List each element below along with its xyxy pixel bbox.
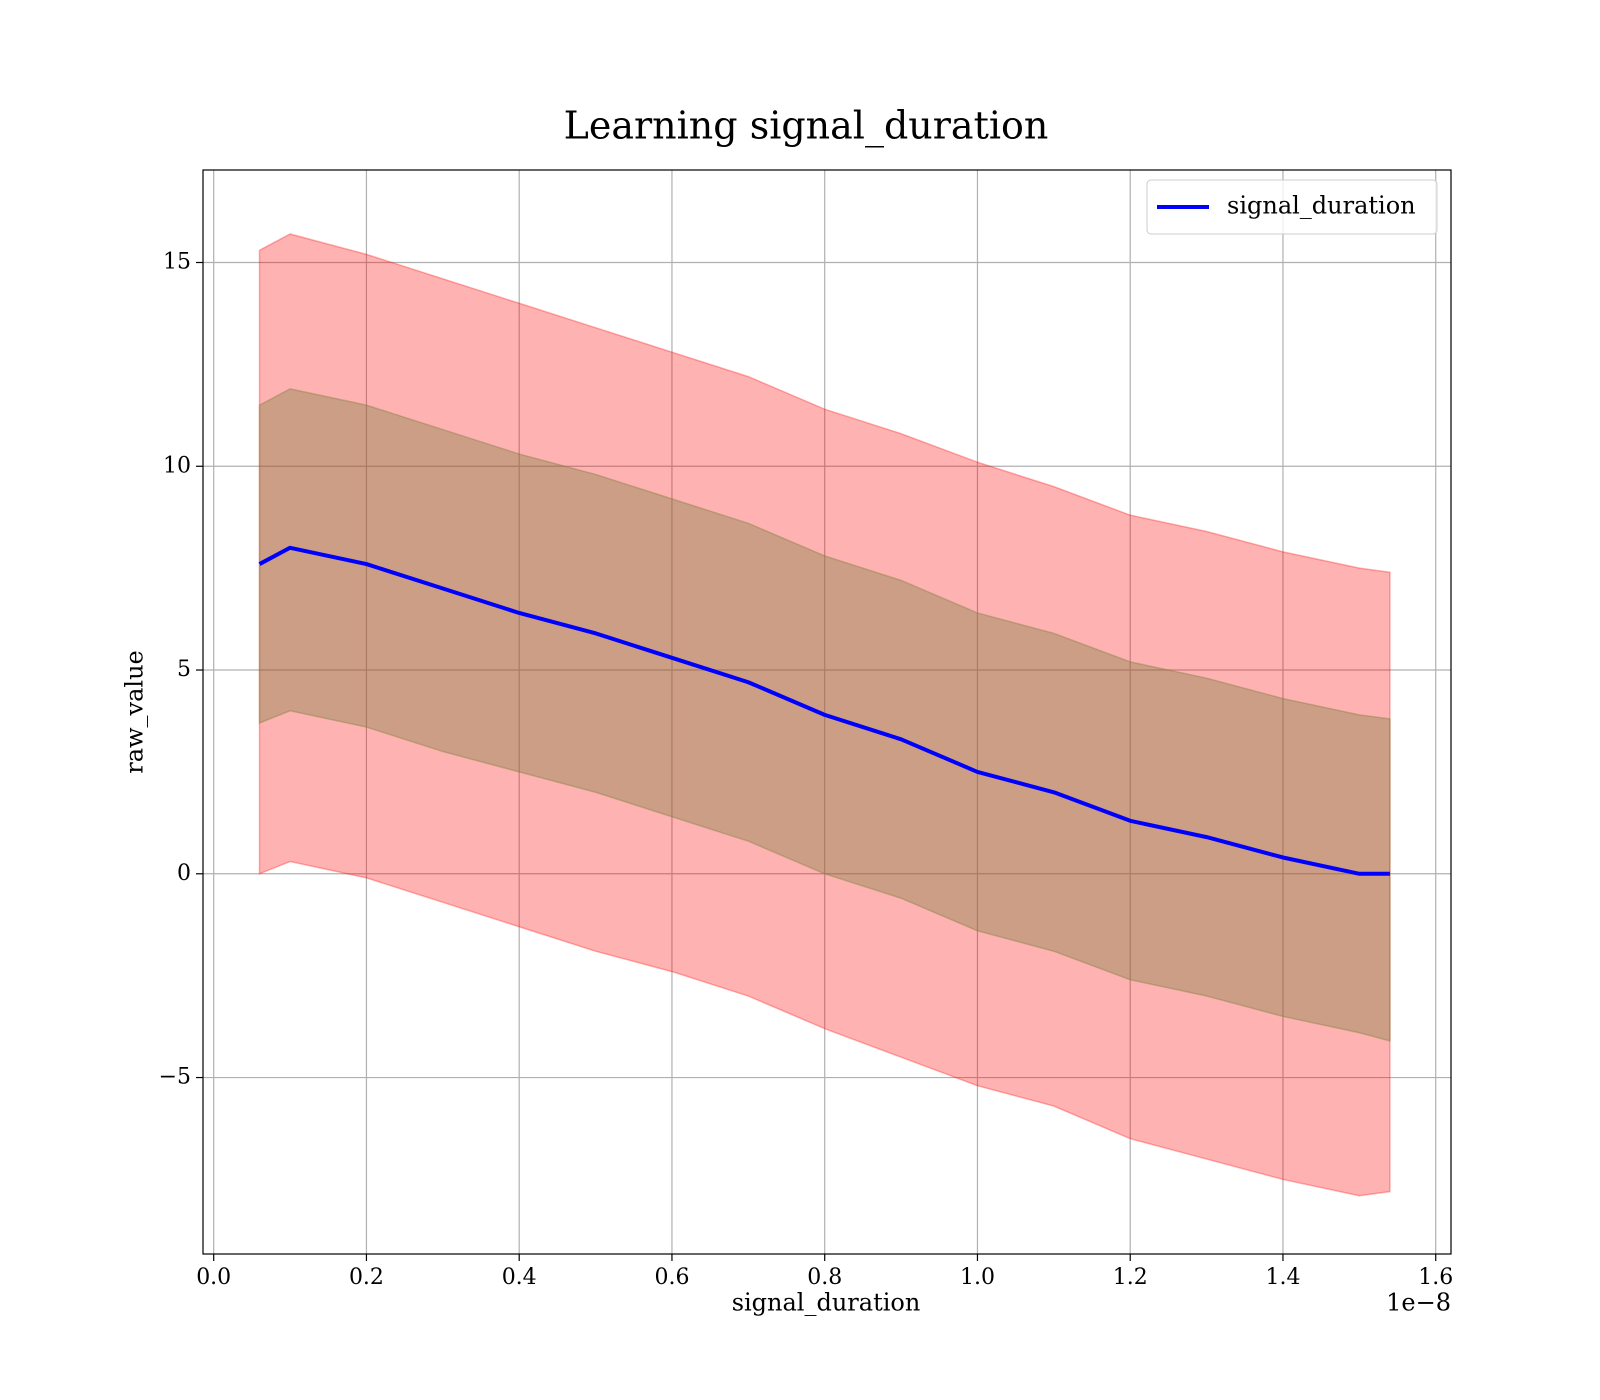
x-tick-label: 0.6	[654, 1265, 689, 1290]
legend: signal_duration	[1146, 179, 1438, 235]
x-tick-label: 0.4	[502, 1265, 537, 1290]
y-axis-label: raw_value	[121, 650, 149, 774]
x-tick-label: 0.2	[349, 1265, 384, 1290]
y-tick-label: 10	[163, 453, 191, 478]
x-tick-label: 1.2	[1113, 1265, 1148, 1290]
x-tick-label: 0.8	[807, 1265, 842, 1290]
y-tick-label: 15	[163, 250, 191, 275]
x-axis-label: signal_duration	[732, 1289, 921, 1317]
x-offset-label: 1e−8	[1386, 1289, 1451, 1317]
legend-label: signal_duration	[1227, 192, 1416, 220]
x-tick-label: 1.4	[1265, 1265, 1300, 1290]
data-line	[258, 545, 1390, 876]
plot-frame	[202, 169, 1452, 1255]
y-tick-label: 5	[177, 657, 191, 682]
chart-title: Learning signal_duration	[564, 104, 1049, 149]
y-tick-label: 0	[177, 861, 191, 886]
legend-box	[1146, 179, 1438, 235]
y-tick-label: −5	[159, 1065, 191, 1090]
x-tick-label: 1.0	[960, 1265, 995, 1290]
x-tick-label: 0.0	[196, 1265, 231, 1290]
x-tick-label: 1.6	[1418, 1265, 1453, 1290]
